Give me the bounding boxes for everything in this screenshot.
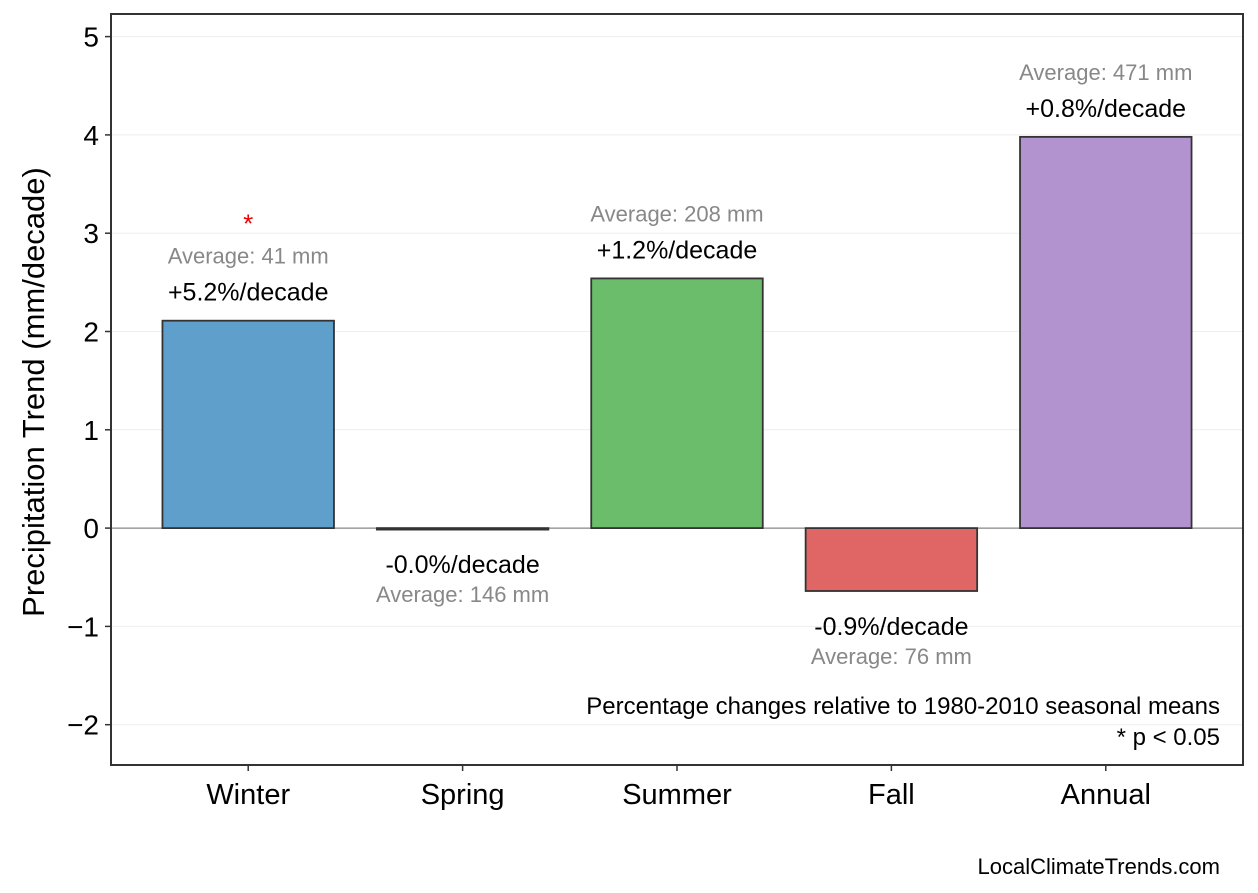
average-label: Average: 146 mm: [376, 582, 549, 607]
percent-label: -0.0%/decade: [385, 551, 539, 579]
annotation-significance-note: * p < 0.05: [1117, 724, 1220, 751]
bar-labels: +5.2%/decade Average: 41 mm * -0.0%/decade A…: [168, 60, 1193, 669]
x-tick-label: Summer: [622, 779, 732, 811]
bars: [161, 135, 1193, 592]
bar-winter: [161, 319, 335, 530]
average-label: Average: 76 mm: [811, 644, 972, 669]
y-tick-label: 2: [83, 317, 99, 348]
y-axis-label: Precipitation Trend (mm/decade): [16, 167, 51, 617]
y-tick-label: 5: [83, 22, 99, 53]
y-axis-ticks: −2 −1 0 1 2 3 4 5: [67, 22, 111, 741]
x-tick-label: Annual: [1061, 779, 1151, 811]
percent-label: +1.2%/decade: [597, 236, 758, 264]
y-tick-label: 3: [83, 218, 99, 249]
annotation-percent-note: Percentage changes relative to 1980-2010…: [586, 693, 1220, 720]
percent-label: +0.8%/decade: [1026, 95, 1187, 123]
y-tick-label: −2: [67, 710, 99, 741]
bar-spring: [375, 527, 550, 531]
x-tick-label: Winter: [206, 779, 290, 811]
average-label: Average: 208 mm: [590, 201, 763, 226]
average-label: Average: 41 mm: [168, 244, 329, 269]
bar-annual: [1019, 135, 1193, 530]
percent-label: +5.2%/decade: [168, 279, 329, 307]
y-tick-label: 0: [83, 513, 99, 544]
y-tick-label: −1: [67, 611, 99, 642]
y-tick-label: 1: [83, 415, 99, 446]
x-axis-ticks: Winter Spring Summer Fall Annual: [206, 765, 1151, 811]
x-tick-label: Spring: [421, 779, 505, 811]
x-tick-label: Fall: [868, 779, 915, 811]
average-label: Average: 471 mm: [1019, 60, 1192, 85]
significance-marker: *: [243, 209, 253, 239]
bar-summer: [590, 277, 764, 530]
bar-fall: [804, 527, 979, 592]
credit-text: LocalClimateTrends.com: [978, 854, 1221, 879]
percent-label: -0.9%/decade: [814, 613, 968, 641]
y-tick-label: 4: [83, 120, 99, 151]
